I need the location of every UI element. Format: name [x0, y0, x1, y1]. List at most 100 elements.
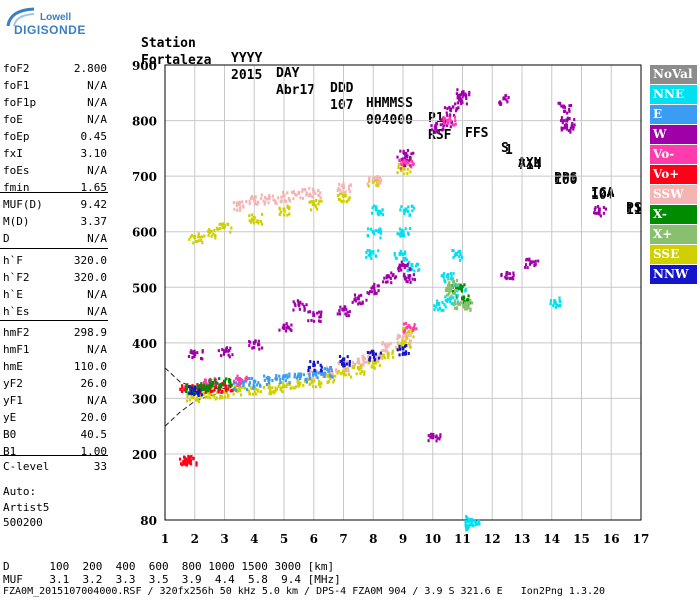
- data-point: [442, 272, 446, 276]
- data-point: [381, 356, 384, 360]
- data-point: [301, 302, 304, 306]
- data-point: [248, 219, 251, 223]
- param-name: foEp: [3, 130, 30, 143]
- param-name: foF1p: [3, 96, 37, 109]
- data-point: [286, 204, 289, 208]
- data-point: [368, 249, 371, 253]
- data-point: [382, 280, 385, 284]
- data-point: [186, 395, 189, 399]
- data-point: [216, 227, 219, 231]
- data-point: [232, 381, 236, 385]
- data-point: [247, 389, 250, 393]
- data-point: [340, 190, 343, 194]
- data-point: [287, 326, 291, 330]
- data-point: [435, 127, 438, 131]
- data-point: [285, 322, 288, 326]
- data-point: [374, 207, 378, 212]
- data-point: [442, 124, 445, 128]
- data-point: [403, 167, 406, 171]
- file-info-row: FZA0M_2015107004000.RSF / 320fx256h 50 k…: [3, 586, 606, 597]
- data-point: [245, 375, 248, 379]
- data-point: [345, 307, 348, 311]
- data-point: [208, 229, 212, 234]
- data-point: [362, 363, 365, 367]
- data-point: [339, 305, 342, 309]
- data-point: [199, 388, 203, 392]
- data-point: [223, 395, 227, 399]
- data-point: [412, 151, 415, 155]
- data-point: [465, 528, 468, 532]
- data-point: [319, 368, 323, 372]
- data-point: [398, 347, 402, 351]
- data-point: [454, 102, 457, 106]
- data-point: [456, 94, 459, 98]
- data-point: [260, 193, 263, 197]
- data-point: [404, 151, 408, 156]
- data-point: [378, 175, 382, 179]
- data-point: [460, 99, 463, 103]
- data-point: [435, 128, 438, 132]
- data-point: [308, 374, 311, 378]
- data-point: [452, 249, 455, 253]
- data-point: [336, 194, 340, 198]
- data-point: [260, 346, 264, 350]
- data-point: [437, 308, 440, 312]
- data-point: [201, 349, 204, 353]
- data-point: [446, 298, 449, 302]
- data-point: [406, 280, 409, 284]
- data-point: [573, 118, 576, 122]
- data-point: [188, 398, 191, 402]
- data-point: [278, 328, 281, 332]
- data-point: [467, 520, 470, 524]
- x-tick-label: 6: [310, 532, 318, 546]
- data-point: [406, 325, 409, 329]
- data-point: [405, 279, 408, 283]
- data-point: [202, 383, 206, 387]
- data-point: [415, 262, 419, 266]
- data-point: [228, 355, 231, 359]
- param-row: foEs N/A: [3, 162, 107, 179]
- data-point: [287, 196, 290, 200]
- data-point: [460, 301, 463, 305]
- data-point: [442, 308, 445, 312]
- data-point: [316, 311, 319, 315]
- data-point: [411, 160, 414, 164]
- x-tick-label: 3: [220, 532, 228, 546]
- data-point: [448, 300, 452, 304]
- data-point: [461, 285, 464, 289]
- data-point: [312, 201, 316, 206]
- param-name: foE: [3, 113, 23, 126]
- data-point: [389, 341, 392, 345]
- data-point: [208, 378, 211, 382]
- data-point: [371, 351, 375, 356]
- data-point: [302, 373, 306, 377]
- data-point: [262, 199, 265, 203]
- data-point: [299, 196, 302, 200]
- data-point: [466, 526, 470, 530]
- data-point: [563, 126, 567, 130]
- data-point: [210, 229, 213, 233]
- data-point: [411, 209, 414, 213]
- data-point: [257, 221, 260, 225]
- data-point: [534, 259, 537, 263]
- data-point: [434, 435, 437, 439]
- data-point: [222, 222, 225, 226]
- data-point: [210, 384, 214, 388]
- data-point: [234, 381, 238, 385]
- data-point: [346, 355, 349, 359]
- data-point: [248, 199, 251, 203]
- y-tick-label: 500: [132, 281, 157, 295]
- data-point: [406, 148, 410, 152]
- data-point: [230, 226, 233, 230]
- data-point: [403, 272, 406, 276]
- data-point: [351, 360, 355, 364]
- data-point: [383, 356, 387, 360]
- data-point: [446, 289, 449, 293]
- data-point: [307, 319, 310, 323]
- data-point: [213, 228, 216, 232]
- data-point: [402, 234, 405, 238]
- data-point: [457, 106, 460, 110]
- data-point: [452, 296, 455, 300]
- data-point: [337, 186, 340, 190]
- data-point: [462, 304, 466, 308]
